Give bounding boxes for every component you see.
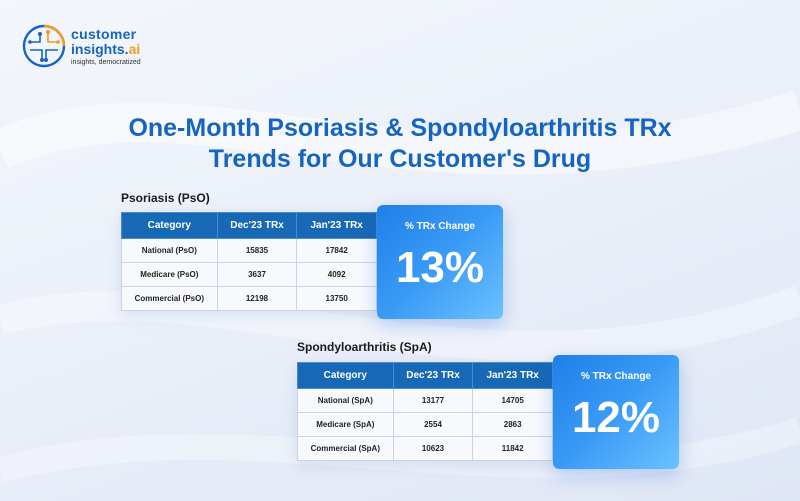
cell-dec-trx: 10623 [392, 436, 474, 461]
cell-jan-trx: 14705 [472, 388, 553, 413]
cell-dec-trx: 13177 [392, 388, 474, 413]
column-header: Category [297, 362, 394, 389]
cell-category: Medicare (SpA) [297, 412, 394, 437]
cell-jan-trx: 2863 [472, 412, 553, 437]
table-header-row: Category Dec'23 TRx Jan'23 TRx [121, 212, 377, 239]
table-row: Commercial (PsO) 12198 13750 [121, 286, 377, 311]
table-row: Medicare (PsO) 3637 4092 [121, 262, 377, 287]
brand-logo: customer insights.ai insights, democrati… [22, 24, 141, 68]
title-line1: One-Month Psoriasis & Spondyloarthritis … [128, 114, 672, 142]
change-value: 13% [395, 243, 485, 292]
spondyloarthritis-change-card: % TRx Change 12% [553, 355, 679, 469]
cell-category: Medicare (PsO) [121, 262, 218, 287]
cell-dec-trx: 2554 [392, 412, 474, 437]
table-header-row: Category Dec'23 TRx Jan'23 TRx [297, 362, 553, 389]
page-title: One-Month Psoriasis & Spondyloarthritis … [0, 113, 800, 175]
cell-jan-trx: 11842 [472, 436, 553, 461]
logo-tagline: insights, democratized [71, 58, 141, 66]
change-label: % TRx Change [404, 221, 475, 232]
cell-category: Commercial (PsO) [121, 286, 218, 311]
column-header: Jan'23 TRx [296, 212, 377, 239]
cell-category: National (PsO) [121, 238, 218, 263]
cell-jan-trx: 17842 [296, 238, 377, 263]
cell-category: National (SpA) [297, 388, 394, 413]
spondyloarthritis-table: Category Dec'23 TRx Jan'23 TRx National … [297, 362, 553, 461]
title-line2: Trends for Our Customer's Drug [208, 145, 592, 173]
table-row: Commercial (SpA) 10623 11842 [297, 436, 553, 461]
column-header: Dec'23 TRx [216, 212, 298, 239]
psoriasis-change-card: % TRx Change 13% [377, 205, 503, 319]
spondyloarthritis-section-title: Spondyloarthritis (SpA) [297, 340, 432, 354]
column-header: Jan'23 TRx [472, 362, 553, 389]
cell-jan-trx: 13750 [296, 286, 377, 311]
psoriasis-table: Category Dec'23 TRx Jan'23 TRx National … [121, 212, 377, 311]
column-header: Dec'23 TRx [392, 362, 474, 389]
circuit-logo-icon [22, 24, 66, 68]
change-value: 12% [571, 393, 661, 442]
table-row: Medicare (SpA) 2554 2863 [297, 412, 553, 437]
cell-category: Commercial (SpA) [297, 436, 394, 461]
logo-ai-accent: ai [128, 40, 141, 57]
table-row: National (SpA) 13177 14705 [297, 388, 553, 413]
cell-dec-trx: 3637 [216, 262, 298, 287]
cell-dec-trx: 12198 [216, 286, 298, 311]
logo-wordmark-line2: insights.ai [71, 40, 141, 57]
column-header: Category [121, 212, 218, 239]
cell-jan-trx: 4092 [296, 262, 377, 287]
table-row: National (PsO) 15835 17842 [121, 238, 377, 263]
logo-wordmark-line1: customer [71, 25, 137, 42]
change-label: % TRx Change [580, 371, 651, 382]
psoriasis-section-title: Psoriasis (PsO) [121, 191, 210, 205]
cell-dec-trx: 15835 [216, 238, 298, 263]
